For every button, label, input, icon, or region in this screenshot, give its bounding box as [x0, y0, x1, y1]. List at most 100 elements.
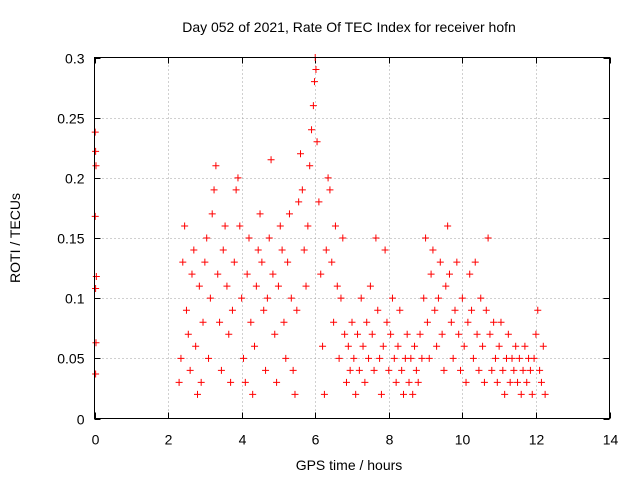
data-point — [188, 270, 196, 278]
data-point — [416, 330, 424, 338]
data-point — [420, 294, 428, 302]
data-point — [385, 366, 393, 374]
data-point — [280, 318, 288, 326]
data-point — [398, 366, 406, 374]
data-point — [263, 294, 271, 302]
x-tick-label: 0 — [92, 432, 100, 448]
data-point — [427, 270, 435, 278]
y-tick-label: 0.2 — [65, 171, 85, 187]
data-point — [337, 294, 345, 302]
data-point — [260, 306, 268, 314]
data-point — [322, 246, 330, 254]
data-point — [528, 390, 536, 398]
data-point — [357, 294, 365, 302]
data-point — [304, 222, 312, 230]
data-point — [247, 318, 255, 326]
data-point — [418, 354, 426, 362]
data-point — [471, 258, 479, 266]
data-point — [532, 330, 540, 338]
data-point — [365, 354, 373, 362]
data-point — [221, 222, 229, 230]
data-point — [184, 330, 192, 338]
data-point — [411, 342, 419, 350]
data-point — [361, 378, 369, 386]
data-point — [315, 198, 323, 206]
x-tick-label: 8 — [386, 432, 394, 448]
data-point — [377, 390, 385, 398]
data-point — [387, 330, 395, 338]
data-point — [464, 318, 472, 326]
y-axis-ticks: 0 0.05 0.1 0.15 0.2 0.25 0.3 — [57, 51, 610, 428]
data-point — [388, 294, 396, 302]
x-tick-label: 10 — [455, 432, 471, 448]
data-point — [298, 186, 306, 194]
data-point — [515, 354, 523, 362]
data-point — [335, 354, 343, 362]
data-point — [379, 342, 387, 350]
data-point — [274, 282, 282, 290]
data-point — [457, 366, 465, 374]
data-point — [469, 354, 477, 362]
data-point — [477, 294, 485, 302]
data-point — [92, 370, 100, 378]
data-point — [466, 270, 474, 278]
data-point — [284, 258, 292, 266]
data-point — [517, 390, 525, 398]
data-point — [482, 306, 490, 314]
data-point — [210, 186, 218, 194]
data-point — [186, 366, 194, 374]
data-point — [287, 294, 295, 302]
data-point — [425, 354, 433, 362]
data-point — [91, 128, 99, 136]
data-point — [468, 306, 476, 314]
data-point — [92, 162, 100, 170]
data-point — [394, 342, 402, 350]
data-point — [289, 366, 297, 374]
data-point — [194, 390, 201, 398]
data-point — [181, 222, 189, 230]
data-point — [536, 366, 544, 374]
data-point — [293, 306, 301, 314]
data-point — [462, 378, 470, 386]
data-point — [285, 210, 293, 218]
data-point — [216, 318, 224, 326]
data-point — [396, 306, 404, 314]
data-point — [480, 378, 488, 386]
x-tick-label: 2 — [165, 432, 173, 448]
x-tick-label: 4 — [239, 432, 247, 448]
data-point — [390, 354, 398, 362]
data-point — [475, 366, 483, 374]
data-point — [405, 378, 413, 386]
data-point — [486, 330, 494, 338]
data-point — [370, 366, 378, 374]
data-point — [199, 318, 207, 326]
data-point — [205, 354, 213, 362]
x-tick-label: 6 — [312, 432, 320, 448]
data-point — [92, 147, 100, 155]
data-point — [366, 282, 374, 290]
x-tick-label: 14 — [603, 432, 619, 448]
data-point — [342, 378, 350, 386]
data-point — [438, 330, 446, 338]
data-point — [414, 378, 422, 386]
data-point — [422, 234, 430, 242]
data-point — [251, 342, 259, 350]
y-axis-title: ROTI / TECUs — [7, 193, 23, 283]
data-point — [526, 366, 534, 374]
data-point — [243, 270, 251, 278]
data-point — [436, 258, 444, 266]
data-point — [223, 282, 231, 290]
y-tick-label: 0.05 — [57, 351, 84, 367]
data-point — [310, 78, 318, 86]
data-point — [252, 282, 260, 290]
data-point — [460, 342, 468, 350]
data-point — [326, 186, 334, 194]
data-point — [339, 234, 347, 242]
y-tick-label: 0.15 — [57, 231, 84, 247]
data-point — [458, 294, 466, 302]
data-point — [519, 366, 527, 374]
data-point — [239, 354, 247, 362]
data-point — [265, 234, 273, 242]
data-point — [331, 222, 339, 230]
data-point — [238, 294, 246, 302]
